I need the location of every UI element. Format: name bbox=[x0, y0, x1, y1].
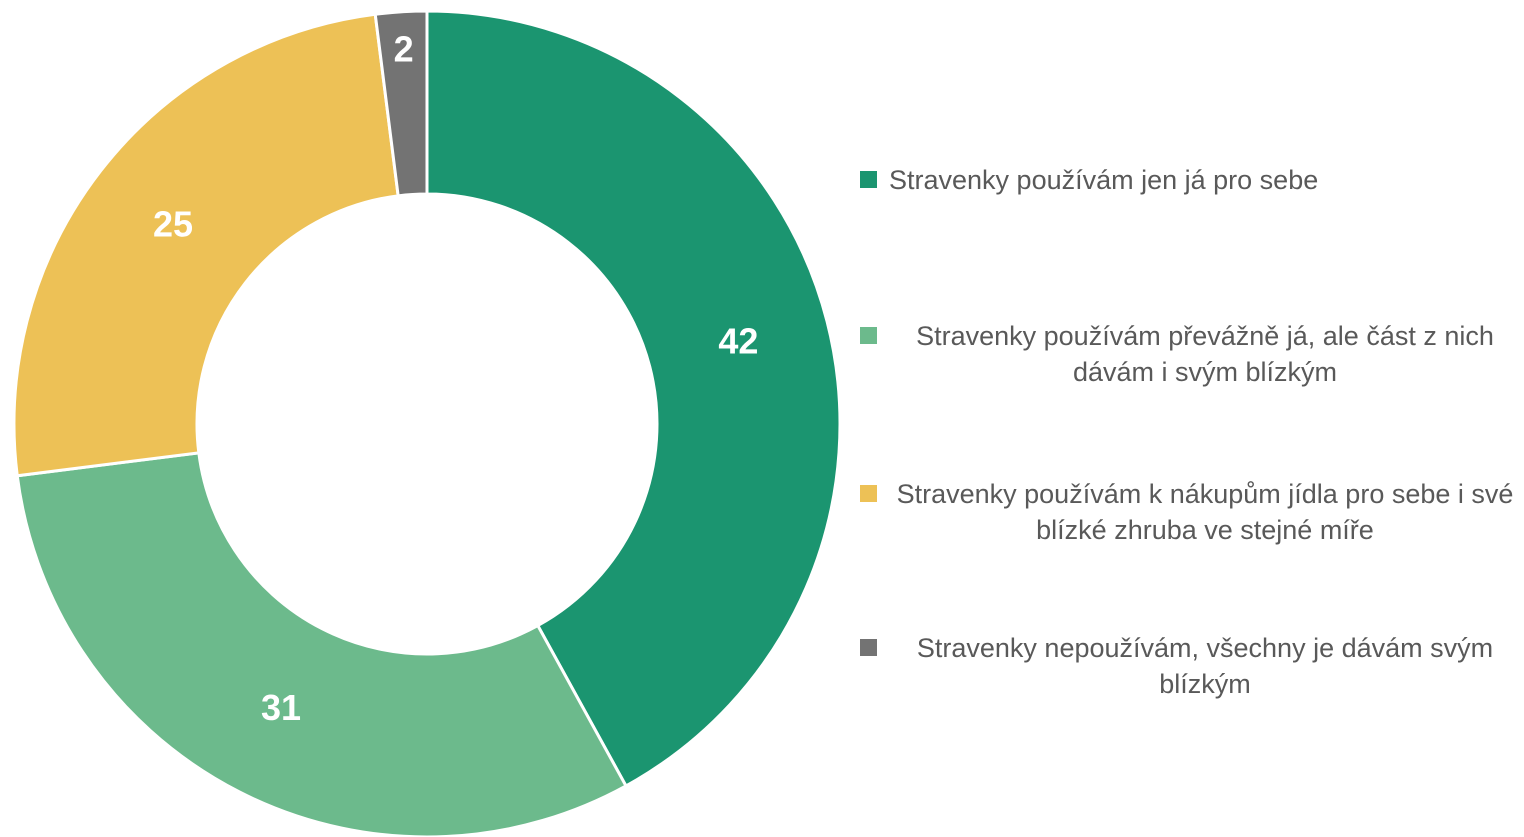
legend-label: Stravenky používám jen já pro sebe bbox=[889, 165, 1319, 195]
legend-swatch bbox=[860, 485, 877, 502]
legend-entry: Stravenky používám jen já pro sebe bbox=[860, 162, 1318, 198]
data-label: 31 bbox=[261, 687, 301, 728]
slice bbox=[15, 451, 629, 837]
legend-entry: Stravenky nepoužívám, všechny je dávám s… bbox=[860, 630, 1521, 702]
legend: Stravenky používám jen já pro sebe Strave… bbox=[860, 0, 1524, 837]
legend-label: Stravenky používám převážně já, ale část… bbox=[916, 321, 1494, 387]
legend-label: Stravenky nepoužívám, všechny je dávám s… bbox=[916, 633, 1494, 699]
data-label: 42 bbox=[718, 321, 758, 362]
data-label: 2 bbox=[394, 28, 414, 69]
slice bbox=[12, 12, 400, 478]
legend-entry: Stravenky používám převážně já, ale část… bbox=[860, 318, 1521, 390]
slice bbox=[373, 9, 429, 198]
legend-swatch bbox=[860, 327, 877, 344]
slice bbox=[425, 9, 842, 788]
legend-entry: Stravenky používám k nákupům jídla pro s… bbox=[860, 476, 1521, 548]
legend-swatch bbox=[860, 639, 877, 656]
legend-swatch bbox=[860, 171, 877, 188]
chart: 42 31 25 2 bbox=[12, 9, 842, 837]
data-label: 25 bbox=[153, 203, 193, 244]
legend-label: Stravenky používám k nákupům jídla pro s… bbox=[896, 479, 1514, 545]
